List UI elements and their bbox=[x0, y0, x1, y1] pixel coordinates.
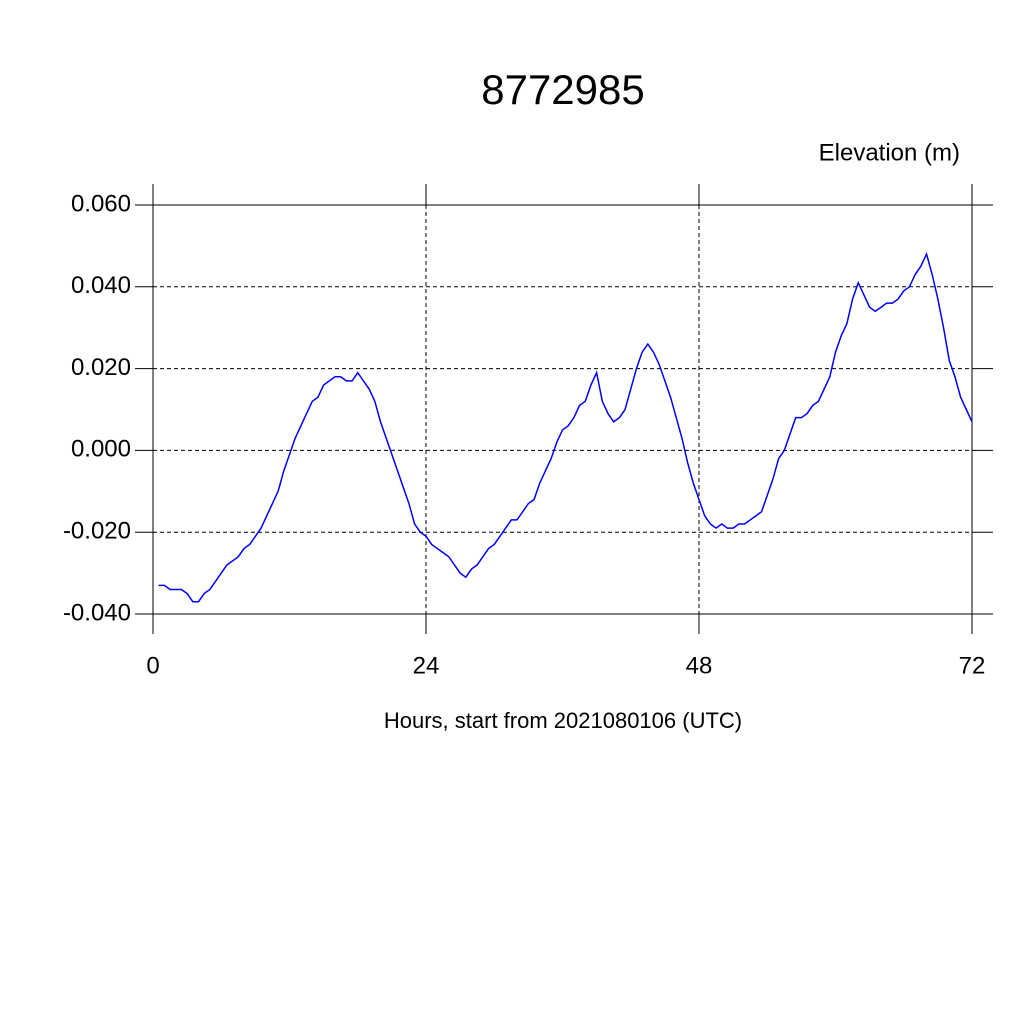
y-tick-label: 0.000 bbox=[71, 436, 131, 463]
y-tick-label: 0.020 bbox=[71, 354, 131, 381]
y-tick-label: 0.040 bbox=[71, 272, 131, 299]
y-axis-label: Elevation (m) bbox=[819, 139, 960, 166]
x-tick-label: 0 bbox=[146, 652, 159, 679]
y-tick-label: 0.060 bbox=[71, 190, 131, 217]
x-axis-label: Hours, start from 2021080106 (UTC) bbox=[384, 708, 742, 733]
y-tick-label: -0.040 bbox=[63, 599, 131, 626]
plot-frame bbox=[152, 204, 973, 615]
x-tick-label: 24 bbox=[413, 652, 440, 679]
y-tick-label: -0.020 bbox=[63, 518, 131, 545]
data-line bbox=[158, 251, 973, 603]
x-tick-label: 72 bbox=[959, 652, 986, 679]
chart-title: 8772985 bbox=[481, 66, 645, 113]
x-tick-label: 48 bbox=[686, 652, 713, 679]
